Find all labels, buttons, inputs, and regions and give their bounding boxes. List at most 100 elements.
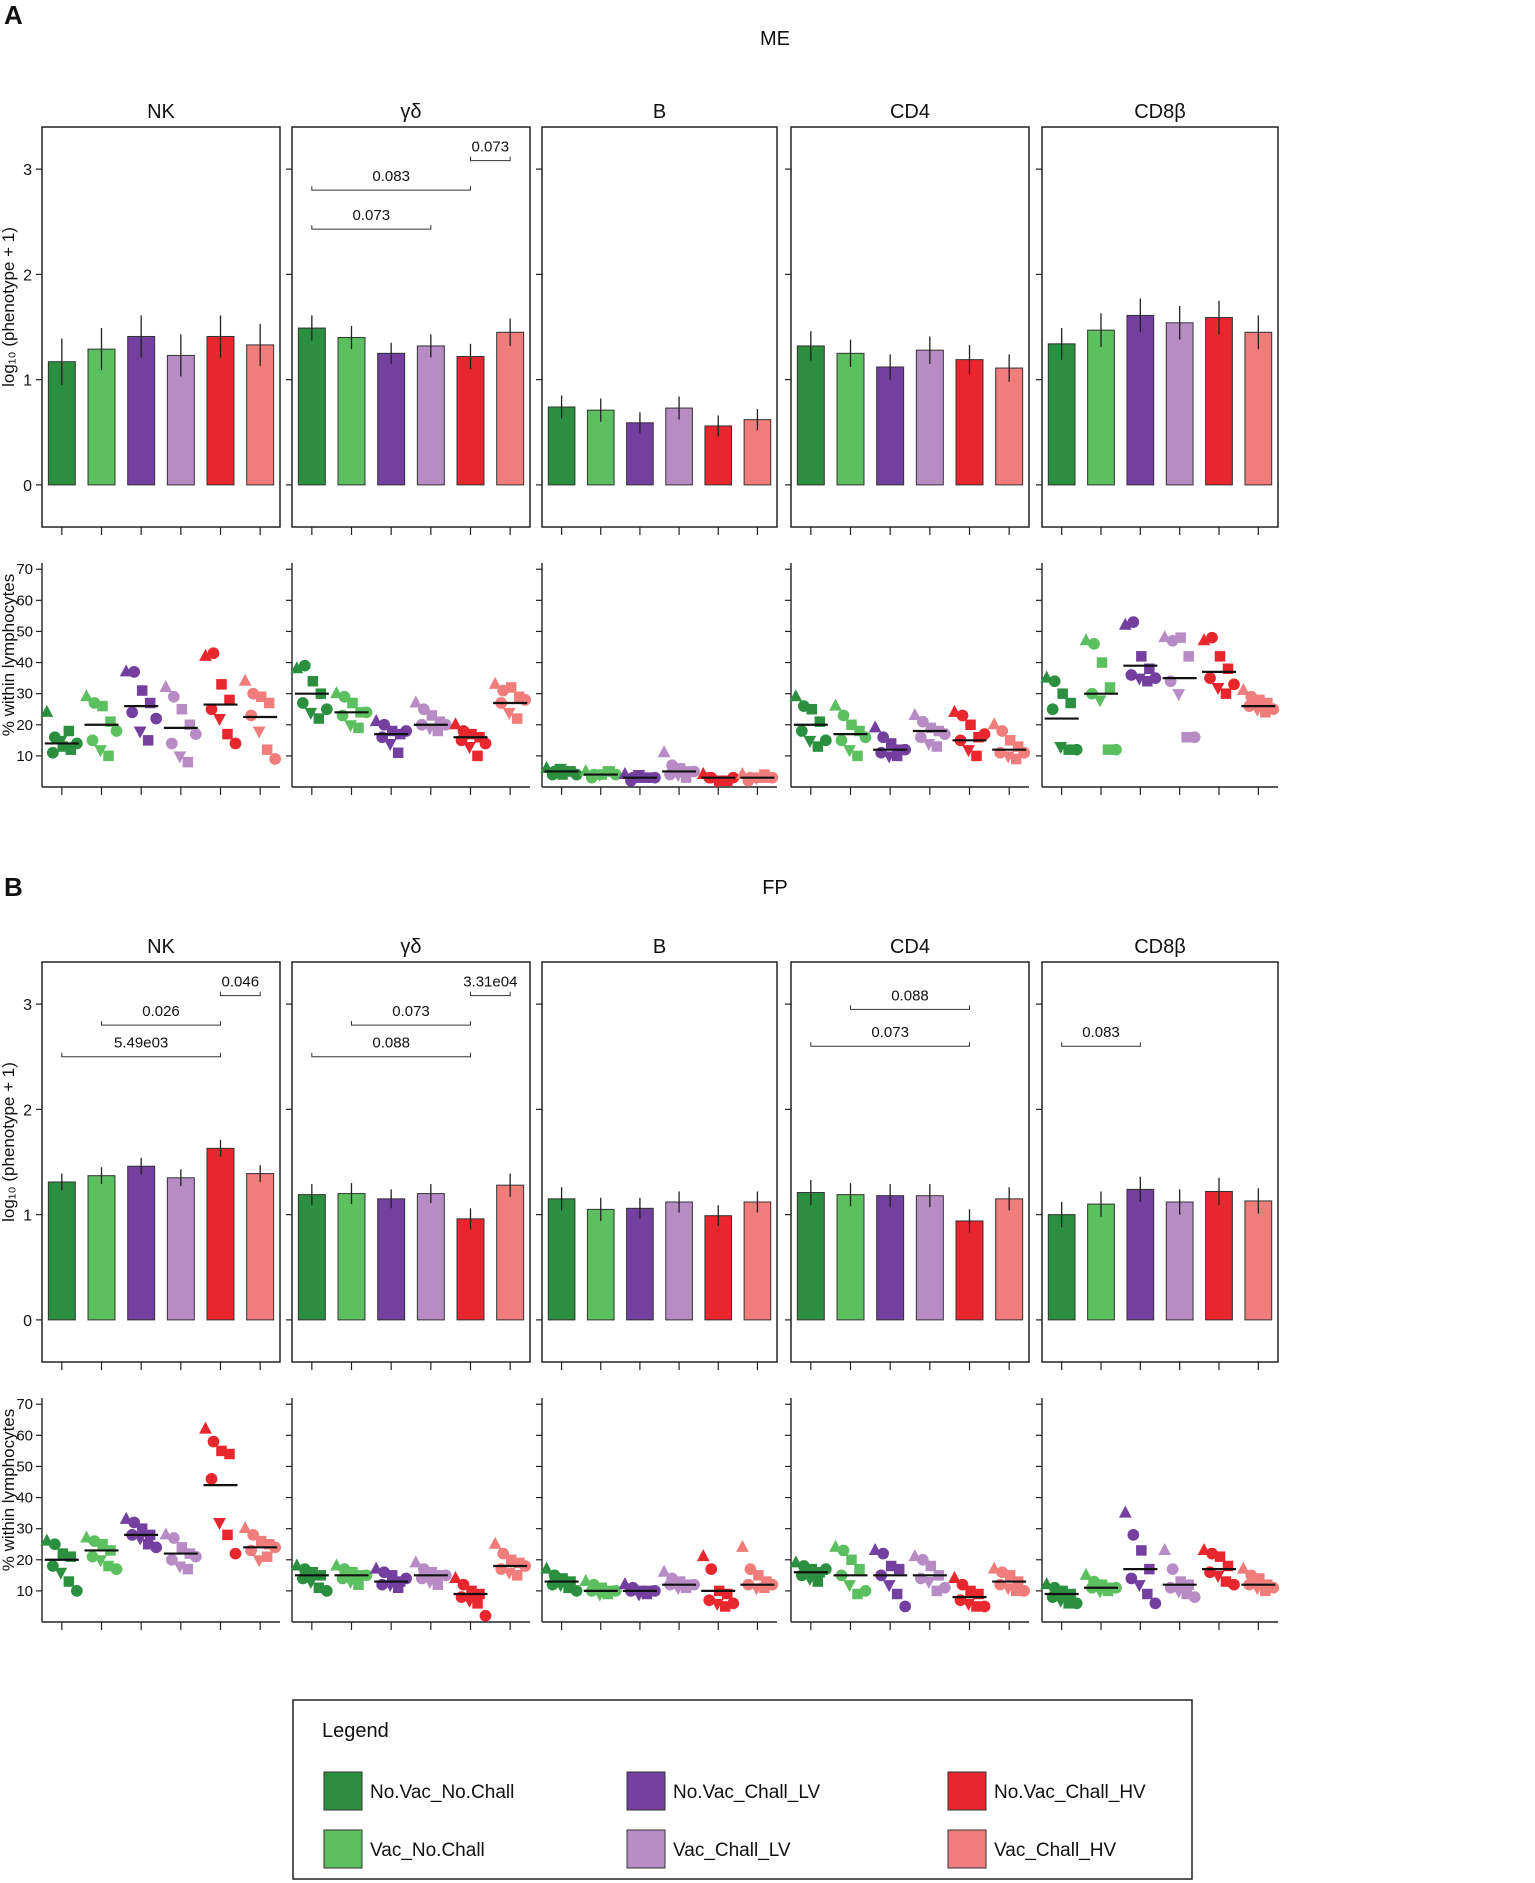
bar-Vac_No.Chall	[586, 1208, 615, 1321]
y-tick-label: 0	[23, 478, 32, 495]
significance-bracket	[470, 156, 511, 162]
data-point	[1220, 688, 1232, 699]
data-point	[313, 1582, 325, 1594]
bar-Vac_Chall_LV	[1165, 322, 1194, 486]
data-point	[885, 1560, 897, 1572]
data-point	[971, 750, 982, 762]
bar-Vac_Chall_HV	[995, 367, 1024, 486]
data-point	[1057, 688, 1068, 699]
y-tick-label: 30	[16, 1521, 33, 1538]
data-point	[150, 1541, 163, 1554]
significance-bracket	[311, 1052, 471, 1058]
data-point	[463, 742, 476, 755]
data-point	[1070, 743, 1083, 756]
data-point	[167, 1532, 180, 1544]
p-value-label: 0.073	[392, 1003, 430, 1020]
cell-type-title: B	[653, 936, 666, 958]
data-point	[1136, 651, 1147, 662]
data-point	[449, 1570, 462, 1583]
data-point	[261, 1551, 273, 1562]
dot-plot-NK: 10 20 30 40 50 60 70	[16, 1396, 282, 1630]
data-point	[852, 750, 863, 762]
p-value-label: 0.073	[871, 1024, 909, 1041]
y-tick-label: 70	[16, 1396, 33, 1413]
data-point	[513, 1557, 525, 1569]
data-point	[1211, 1570, 1225, 1583]
data-point	[1046, 703, 1059, 716]
data-point	[1188, 1591, 1201, 1603]
data-point	[922, 1577, 936, 1590]
data-point	[199, 1421, 212, 1434]
data-point	[852, 1588, 863, 1600]
significance-bracket	[311, 186, 471, 191]
data-point	[696, 1549, 710, 1562]
data-point	[854, 1563, 865, 1575]
bar-chart-γδ: γδ 0.088 0.073 3.31e04	[286, 936, 531, 1370]
data-point	[965, 1585, 976, 1597]
bar-Vac_Chall_HV	[496, 331, 525, 486]
data-point	[1063, 744, 1074, 755]
bar-No.Vac_Chall_LV	[876, 1195, 905, 1321]
p-value-label: 0.083	[1082, 1024, 1120, 1041]
data-point	[307, 1566, 319, 1578]
data-point	[1188, 731, 1201, 744]
bar-Vac_Chall_LV	[915, 349, 944, 486]
data-point	[1096, 657, 1108, 668]
bar-Vac_No.Chall	[87, 348, 116, 486]
bar-chart-CD8β: CD8β 0.083	[1036, 936, 1279, 1370]
data-point	[54, 735, 68, 748]
data-point	[392, 747, 404, 759]
bar-No.Vac_Chall_HV	[456, 355, 485, 486]
data-point	[835, 734, 848, 747]
data-point	[347, 1566, 358, 1578]
data-point	[48, 1538, 61, 1551]
bar-Vac_Chall_HV	[246, 1173, 275, 1321]
significance-bracket	[220, 991, 261, 997]
data-point	[557, 769, 568, 780]
data-point	[1254, 1573, 1265, 1584]
significance-bracket	[101, 1021, 221, 1026]
plot-frame	[1041, 126, 1279, 528]
data-point	[176, 1542, 188, 1553]
bar-Vac_No.Chall	[1087, 329, 1115, 486]
data-point	[426, 710, 438, 721]
data-point	[680, 772, 692, 783]
data-point	[513, 691, 525, 703]
significance-bracket	[470, 991, 511, 997]
y-tick-label: 1	[23, 373, 32, 390]
data-point	[97, 700, 108, 712]
y-tick-label: 30	[16, 686, 33, 703]
data-point	[1260, 707, 1271, 718]
bar-No.Vac_Chall_LV	[377, 1198, 406, 1321]
data-point	[1088, 638, 1100, 650]
p-value-label: 0.026	[142, 1003, 180, 1020]
p-value-label: 0.073	[353, 207, 391, 224]
legend-item-label: No.Vac_Chall_HV	[994, 1782, 1146, 1803]
plot-frame	[41, 961, 281, 1363]
data-point	[110, 1563, 123, 1575]
data-point	[392, 1582, 404, 1594]
data-point	[466, 728, 477, 740]
bar-chart-NK: NK 0 1 2 3	[23, 101, 281, 535]
data-point	[1228, 678, 1240, 691]
bar-Vac_Chall_HV	[995, 1198, 1024, 1321]
bar-No.Vac_No.Chall	[297, 327, 326, 486]
data-point	[46, 746, 59, 759]
p-value-label: 0.046	[222, 974, 260, 991]
data-point	[657, 1564, 671, 1577]
panel-A: A ME log₁₀ (phenotype + 1) % within lymphoc…	[0, 0, 1280, 795]
data-point	[814, 716, 826, 727]
data-point	[80, 689, 93, 702]
y-tick-label: 0	[23, 1313, 32, 1330]
bar-No.Vac_Chall_LV	[127, 335, 156, 486]
data-point	[1175, 632, 1186, 643]
data-point	[812, 1576, 824, 1587]
data-point	[908, 707, 922, 720]
significance-bracket	[311, 225, 432, 230]
data-point	[720, 1601, 731, 1612]
bar-No.Vac_No.Chall	[297, 1194, 326, 1321]
data-point	[819, 734, 832, 747]
data-point	[1102, 1585, 1114, 1597]
data-point	[1096, 1579, 1108, 1590]
